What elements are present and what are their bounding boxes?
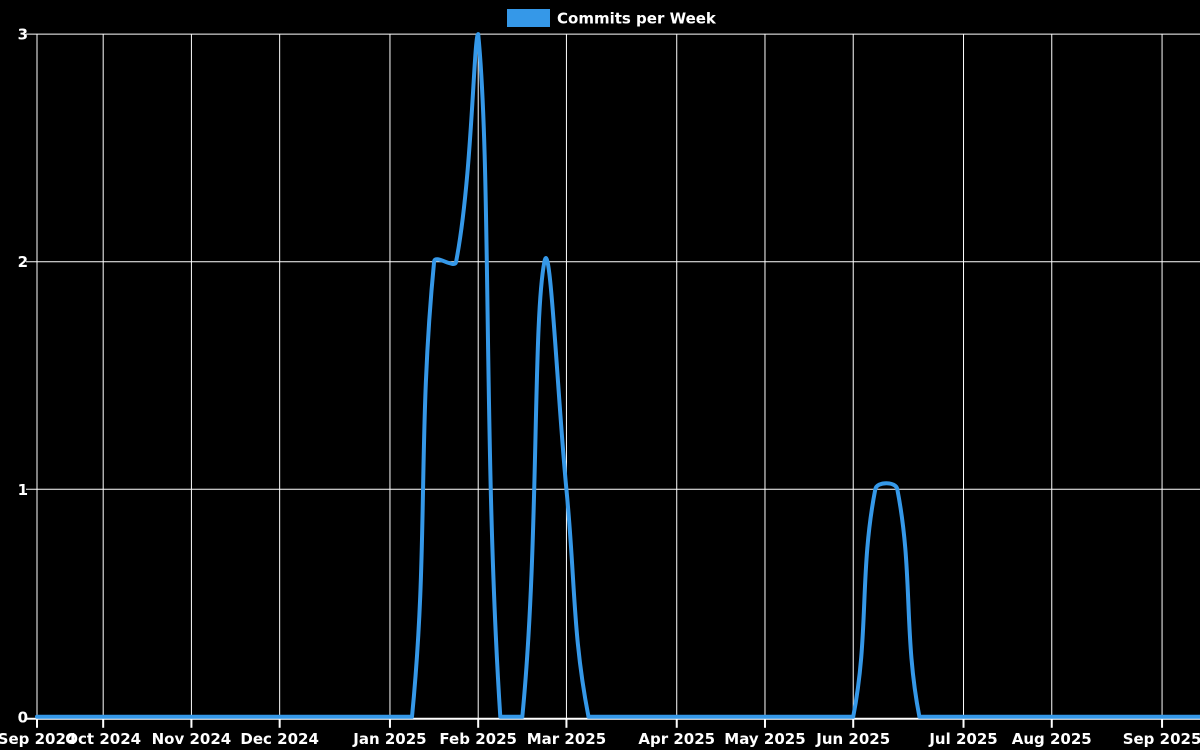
x-tick-label: Sep 2025	[1123, 730, 1200, 748]
x-tick-label: Feb 2025	[439, 730, 517, 748]
x-tick-label: Apr 2025	[638, 730, 715, 748]
x-tick-label: Dec 2024	[240, 730, 319, 748]
x-tick-label: Jan 2025	[352, 730, 426, 748]
commits-line-series	[35, 32, 1200, 719]
x-tick-label: Nov 2024	[152, 730, 232, 748]
x-tick-label: Mar 2025	[527, 730, 606, 748]
legend-swatch	[507, 9, 550, 27]
x-tick-label: Oct 2024	[65, 730, 141, 748]
x-tick-label: Sep 2024	[0, 730, 76, 748]
y-tick-label: 2	[18, 253, 28, 271]
y-tick-label: 0	[18, 708, 28, 726]
y-tick-label: 3	[18, 26, 28, 44]
x-tick-label: Aug 2025	[1012, 730, 1092, 748]
y-axis-labels: 0 1 2 3	[18, 26, 28, 727]
x-tick-label: May 2025	[724, 730, 805, 748]
legend-label: Commits per Week	[557, 10, 717, 28]
y-tick-label: 1	[18, 481, 28, 499]
x-tick-label: Jul 2025	[928, 730, 997, 748]
x-tick-label: Jun 2025	[815, 730, 890, 748]
legend: Commits per Week	[507, 9, 717, 28]
